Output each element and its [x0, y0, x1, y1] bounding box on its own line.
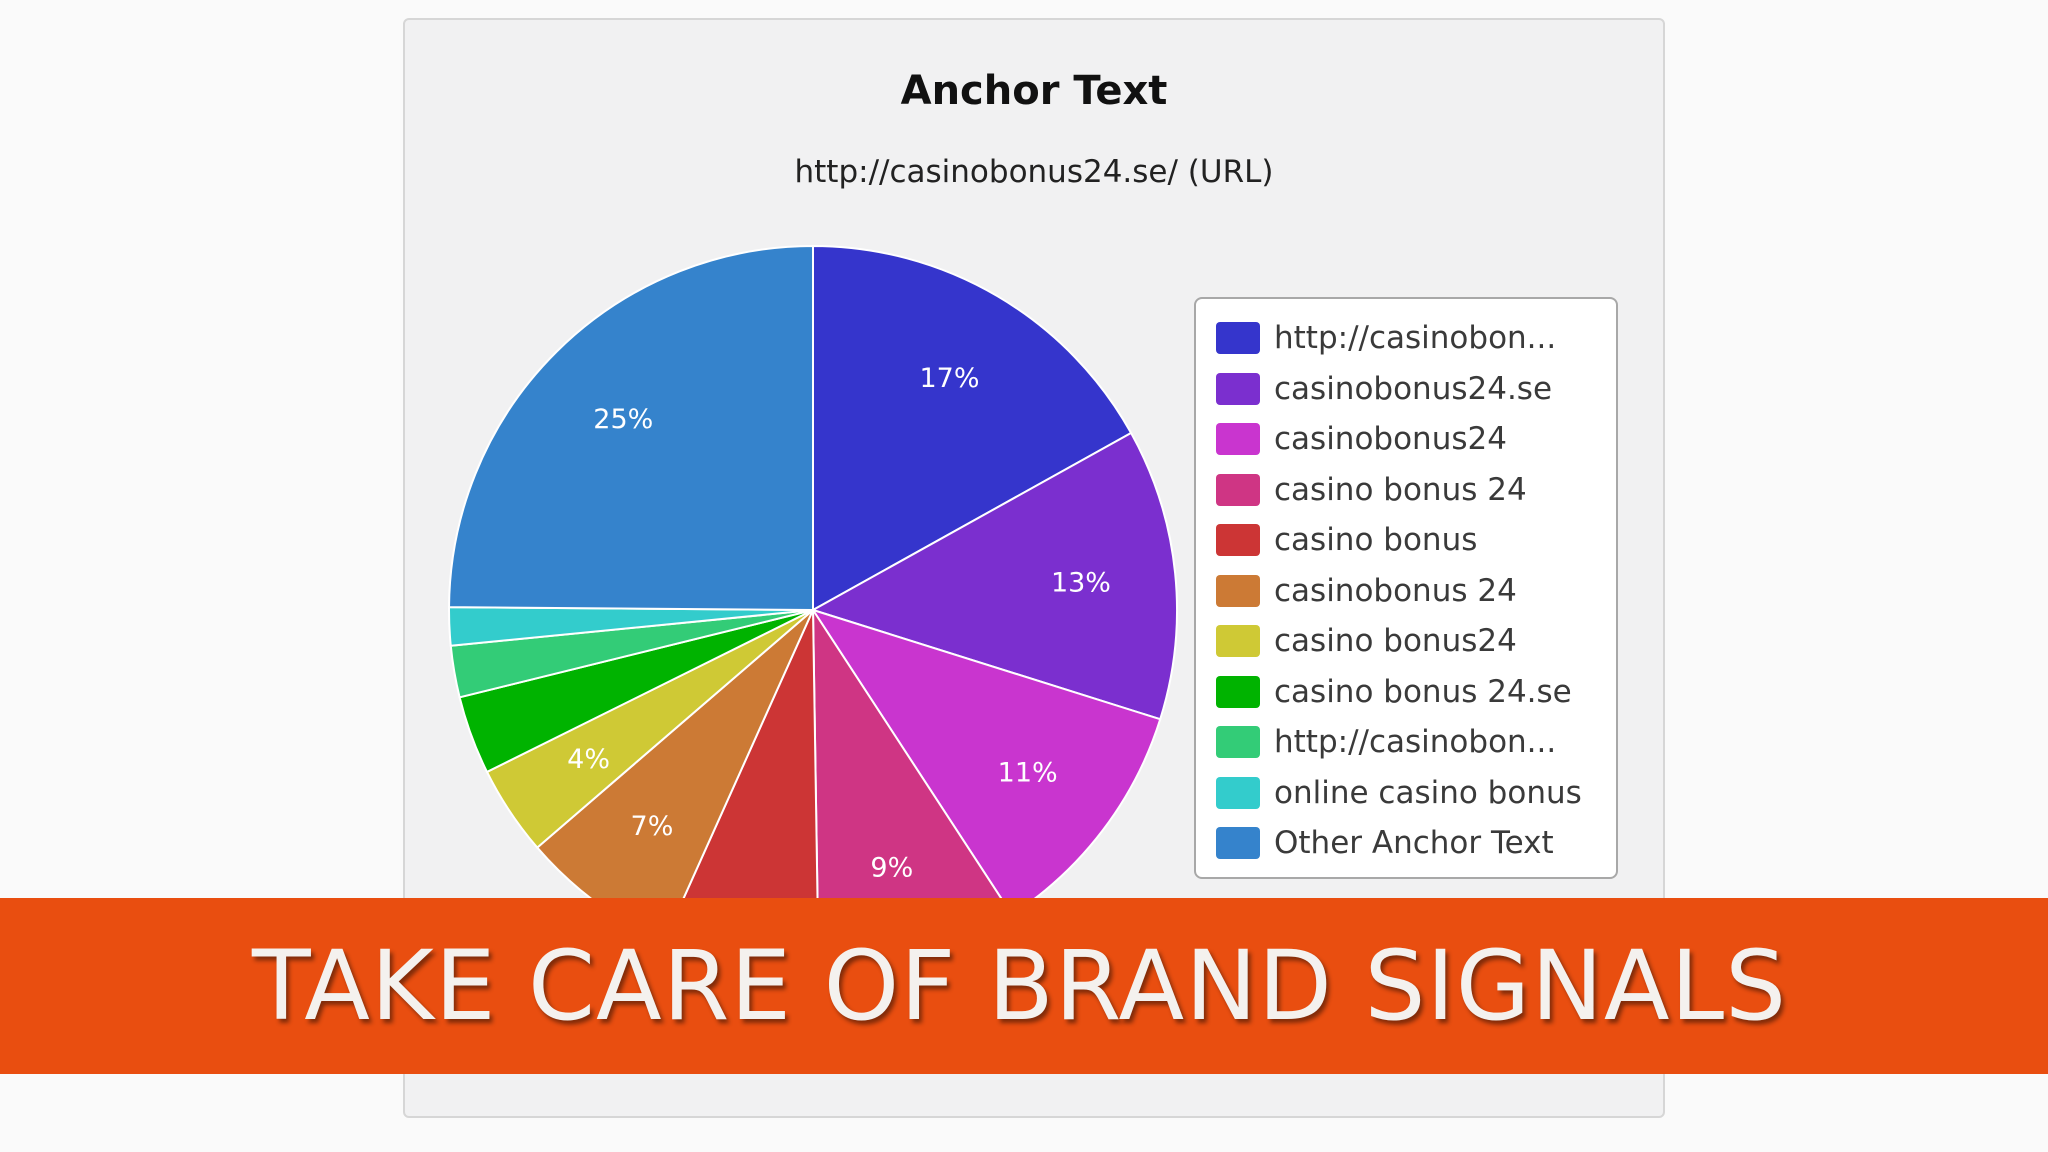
legend-label: http://casinobon... [1274, 724, 1557, 761]
legend-swatch [1216, 322, 1260, 355]
legend-swatch [1216, 827, 1260, 860]
slice-data-label: 9% [870, 853, 913, 884]
legend-swatch [1216, 524, 1260, 557]
legend-label: casinobonus24 [1274, 421, 1507, 458]
legend-label: casino bonus 24 [1274, 471, 1527, 508]
chart-title: Anchor Text [900, 68, 1168, 114]
legend-item[interactable]: casino bonus [1216, 515, 1616, 566]
legend-label: online casino bonus [1274, 774, 1582, 811]
pie-slice[interactable] [448, 244, 814, 612]
legend-label: Other Anchor Text [1274, 825, 1554, 862]
legend-item[interactable]: casinobonus24 [1216, 414, 1616, 465]
slice-data-label: 25% [593, 404, 653, 435]
slice-data-label: 11% [998, 758, 1058, 789]
legend-swatch [1216, 625, 1260, 658]
legend-label: casino bonus [1274, 522, 1478, 559]
legend-swatch [1216, 574, 1260, 607]
slice-data-label: 7% [631, 811, 674, 842]
legend-item[interactable]: casinobonus24.se [1216, 364, 1616, 415]
slice-data-label: 17% [919, 363, 979, 394]
slice-data-label: 13% [1051, 568, 1111, 599]
pie-slice[interactable] [810, 431, 1178, 721]
legend-item[interactable]: casino bonus 24 [1216, 465, 1616, 516]
legend-item[interactable]: casino bonus24 [1216, 616, 1616, 667]
legend-item[interactable]: http://casinobon... [1216, 717, 1616, 768]
legend-swatch [1216, 726, 1260, 759]
pie-chart: 17% 13% 11% 9% 7% 4% 25% [448, 244, 1178, 975]
legend-label: casinobonus 24 [1274, 572, 1517, 609]
legend-item[interactable]: http://casinobon... [1216, 313, 1616, 364]
legend-swatch [1216, 675, 1260, 708]
legend-swatch [1216, 423, 1260, 456]
legend-label: casino bonus24 [1274, 623, 1517, 660]
legend-item[interactable]: online casino bonus [1216, 768, 1616, 819]
banner-title: TAKE CARE OF BRAND SIGNALS [252, 930, 1787, 1042]
chart-subtitle: http://casinobonus24.se/ (URL) [794, 154, 1274, 190]
legend-item[interactable]: casino bonus 24.se [1216, 667, 1616, 718]
slice-data-label: 4% [567, 744, 610, 775]
legend-item[interactable]: casinobonus 24 [1216, 566, 1616, 617]
legend-label: http://casinobon... [1274, 320, 1557, 357]
legend-swatch [1216, 776, 1260, 809]
chart-legend: http://casinobon... casinobonus24.se casin… [1194, 297, 1618, 879]
legend-swatch [1216, 473, 1260, 506]
legend-item[interactable]: Other Anchor Text [1216, 818, 1616, 869]
legend-swatch [1216, 372, 1260, 405]
pie-slice[interactable] [812, 244, 1133, 612]
title-banner: TAKE CARE OF BRAND SIGNALS [0, 898, 2048, 1074]
legend-label: casinobonus24.se [1274, 370, 1553, 407]
legend-label: casino bonus 24.se [1274, 673, 1572, 710]
